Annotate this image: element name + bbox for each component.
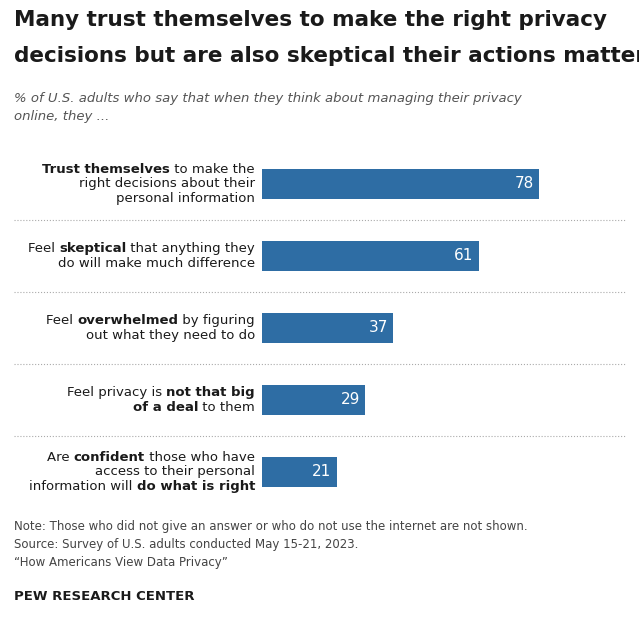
Text: Feel: Feel: [46, 314, 77, 328]
FancyBboxPatch shape: [262, 241, 479, 271]
Text: Note: Those who did not give an answer or who do not use the internet are not sh: Note: Those who did not give an answer o…: [14, 520, 528, 569]
Text: to make the: to make the: [171, 163, 255, 176]
Text: skeptical: skeptical: [59, 242, 127, 255]
Text: Are: Are: [47, 451, 74, 464]
Text: overwhelmed: overwhelmed: [77, 314, 178, 328]
Text: do will make much difference: do will make much difference: [58, 256, 255, 269]
Text: of a deal: of a deal: [133, 400, 198, 413]
Text: % of U.S. adults who say that when they think about managing their privacy
onlin: % of U.S. adults who say that when they …: [14, 92, 522, 123]
Text: that anything they: that anything they: [127, 242, 255, 255]
Text: Feel: Feel: [27, 242, 59, 255]
Text: Trust themselves: Trust themselves: [43, 163, 171, 176]
Text: 37: 37: [369, 321, 389, 336]
Text: 78: 78: [514, 177, 534, 192]
Text: not that big: not that big: [166, 386, 255, 399]
Text: to them: to them: [198, 400, 255, 413]
Text: Feel privacy is: Feel privacy is: [67, 386, 166, 399]
Text: do what is right: do what is right: [137, 480, 255, 493]
Text: personal information: personal information: [116, 192, 255, 205]
FancyBboxPatch shape: [262, 169, 539, 199]
Text: PEW RESEARCH CENTER: PEW RESEARCH CENTER: [14, 590, 194, 603]
FancyBboxPatch shape: [262, 457, 337, 487]
Text: those who have: those who have: [145, 451, 255, 464]
Text: 61: 61: [454, 248, 473, 263]
FancyBboxPatch shape: [262, 385, 365, 415]
FancyBboxPatch shape: [262, 313, 394, 343]
Text: decisions but are also skeptical their actions matter: decisions but are also skeptical their a…: [14, 46, 639, 66]
Text: 21: 21: [312, 465, 332, 480]
Text: Many trust themselves to make the right privacy: Many trust themselves to make the right …: [14, 10, 607, 30]
Text: information will: information will: [29, 480, 137, 493]
Text: by figuring: by figuring: [178, 314, 255, 328]
Text: confident: confident: [74, 451, 145, 464]
Text: 29: 29: [341, 392, 360, 407]
Text: access to their personal: access to their personal: [95, 465, 255, 478]
Text: out what they need to do: out what they need to do: [86, 329, 255, 342]
Text: right decisions about their: right decisions about their: [79, 177, 255, 190]
